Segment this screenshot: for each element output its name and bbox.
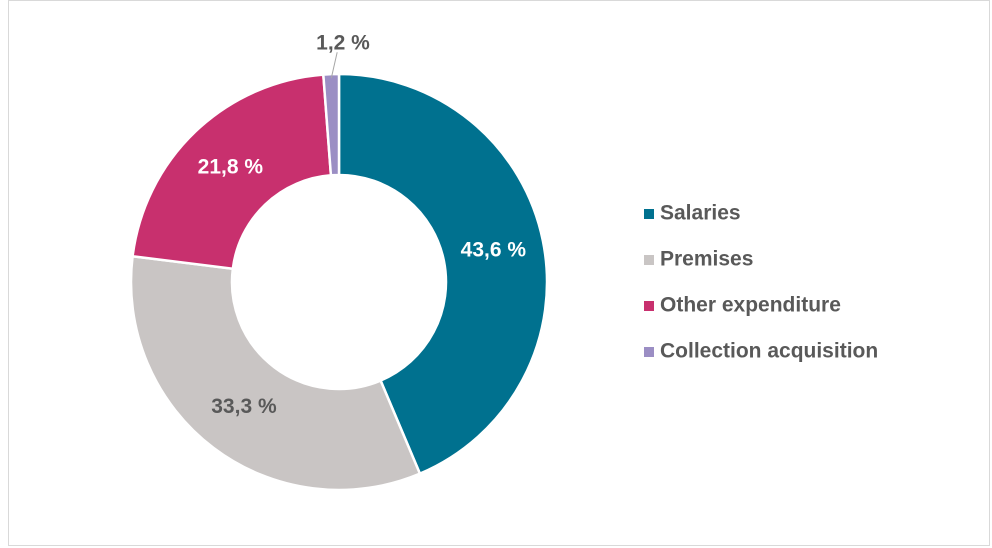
- legend-swatch: [644, 209, 654, 219]
- legend-label: Other expenditure: [660, 294, 841, 317]
- data-label: 21,8 %: [198, 155, 264, 178]
- legend-label: Collection acquisition: [660, 340, 878, 363]
- donut-slice: [337, 72, 549, 476]
- legend-swatch: [644, 301, 654, 311]
- legend-swatch: [644, 255, 654, 265]
- donut-slice: [131, 73, 333, 271]
- legend-label: Premises: [660, 248, 753, 271]
- legend-label: Salaries: [660, 202, 741, 225]
- data-label: 43,6 %: [461, 238, 527, 261]
- legend-swatch: [644, 347, 654, 357]
- donut-slice: [129, 254, 422, 492]
- leader-line: [330, 52, 338, 79]
- data-label: 1,2 %: [316, 32, 370, 55]
- data-label: 33,3 %: [211, 395, 277, 418]
- donut-slice: [321, 72, 341, 177]
